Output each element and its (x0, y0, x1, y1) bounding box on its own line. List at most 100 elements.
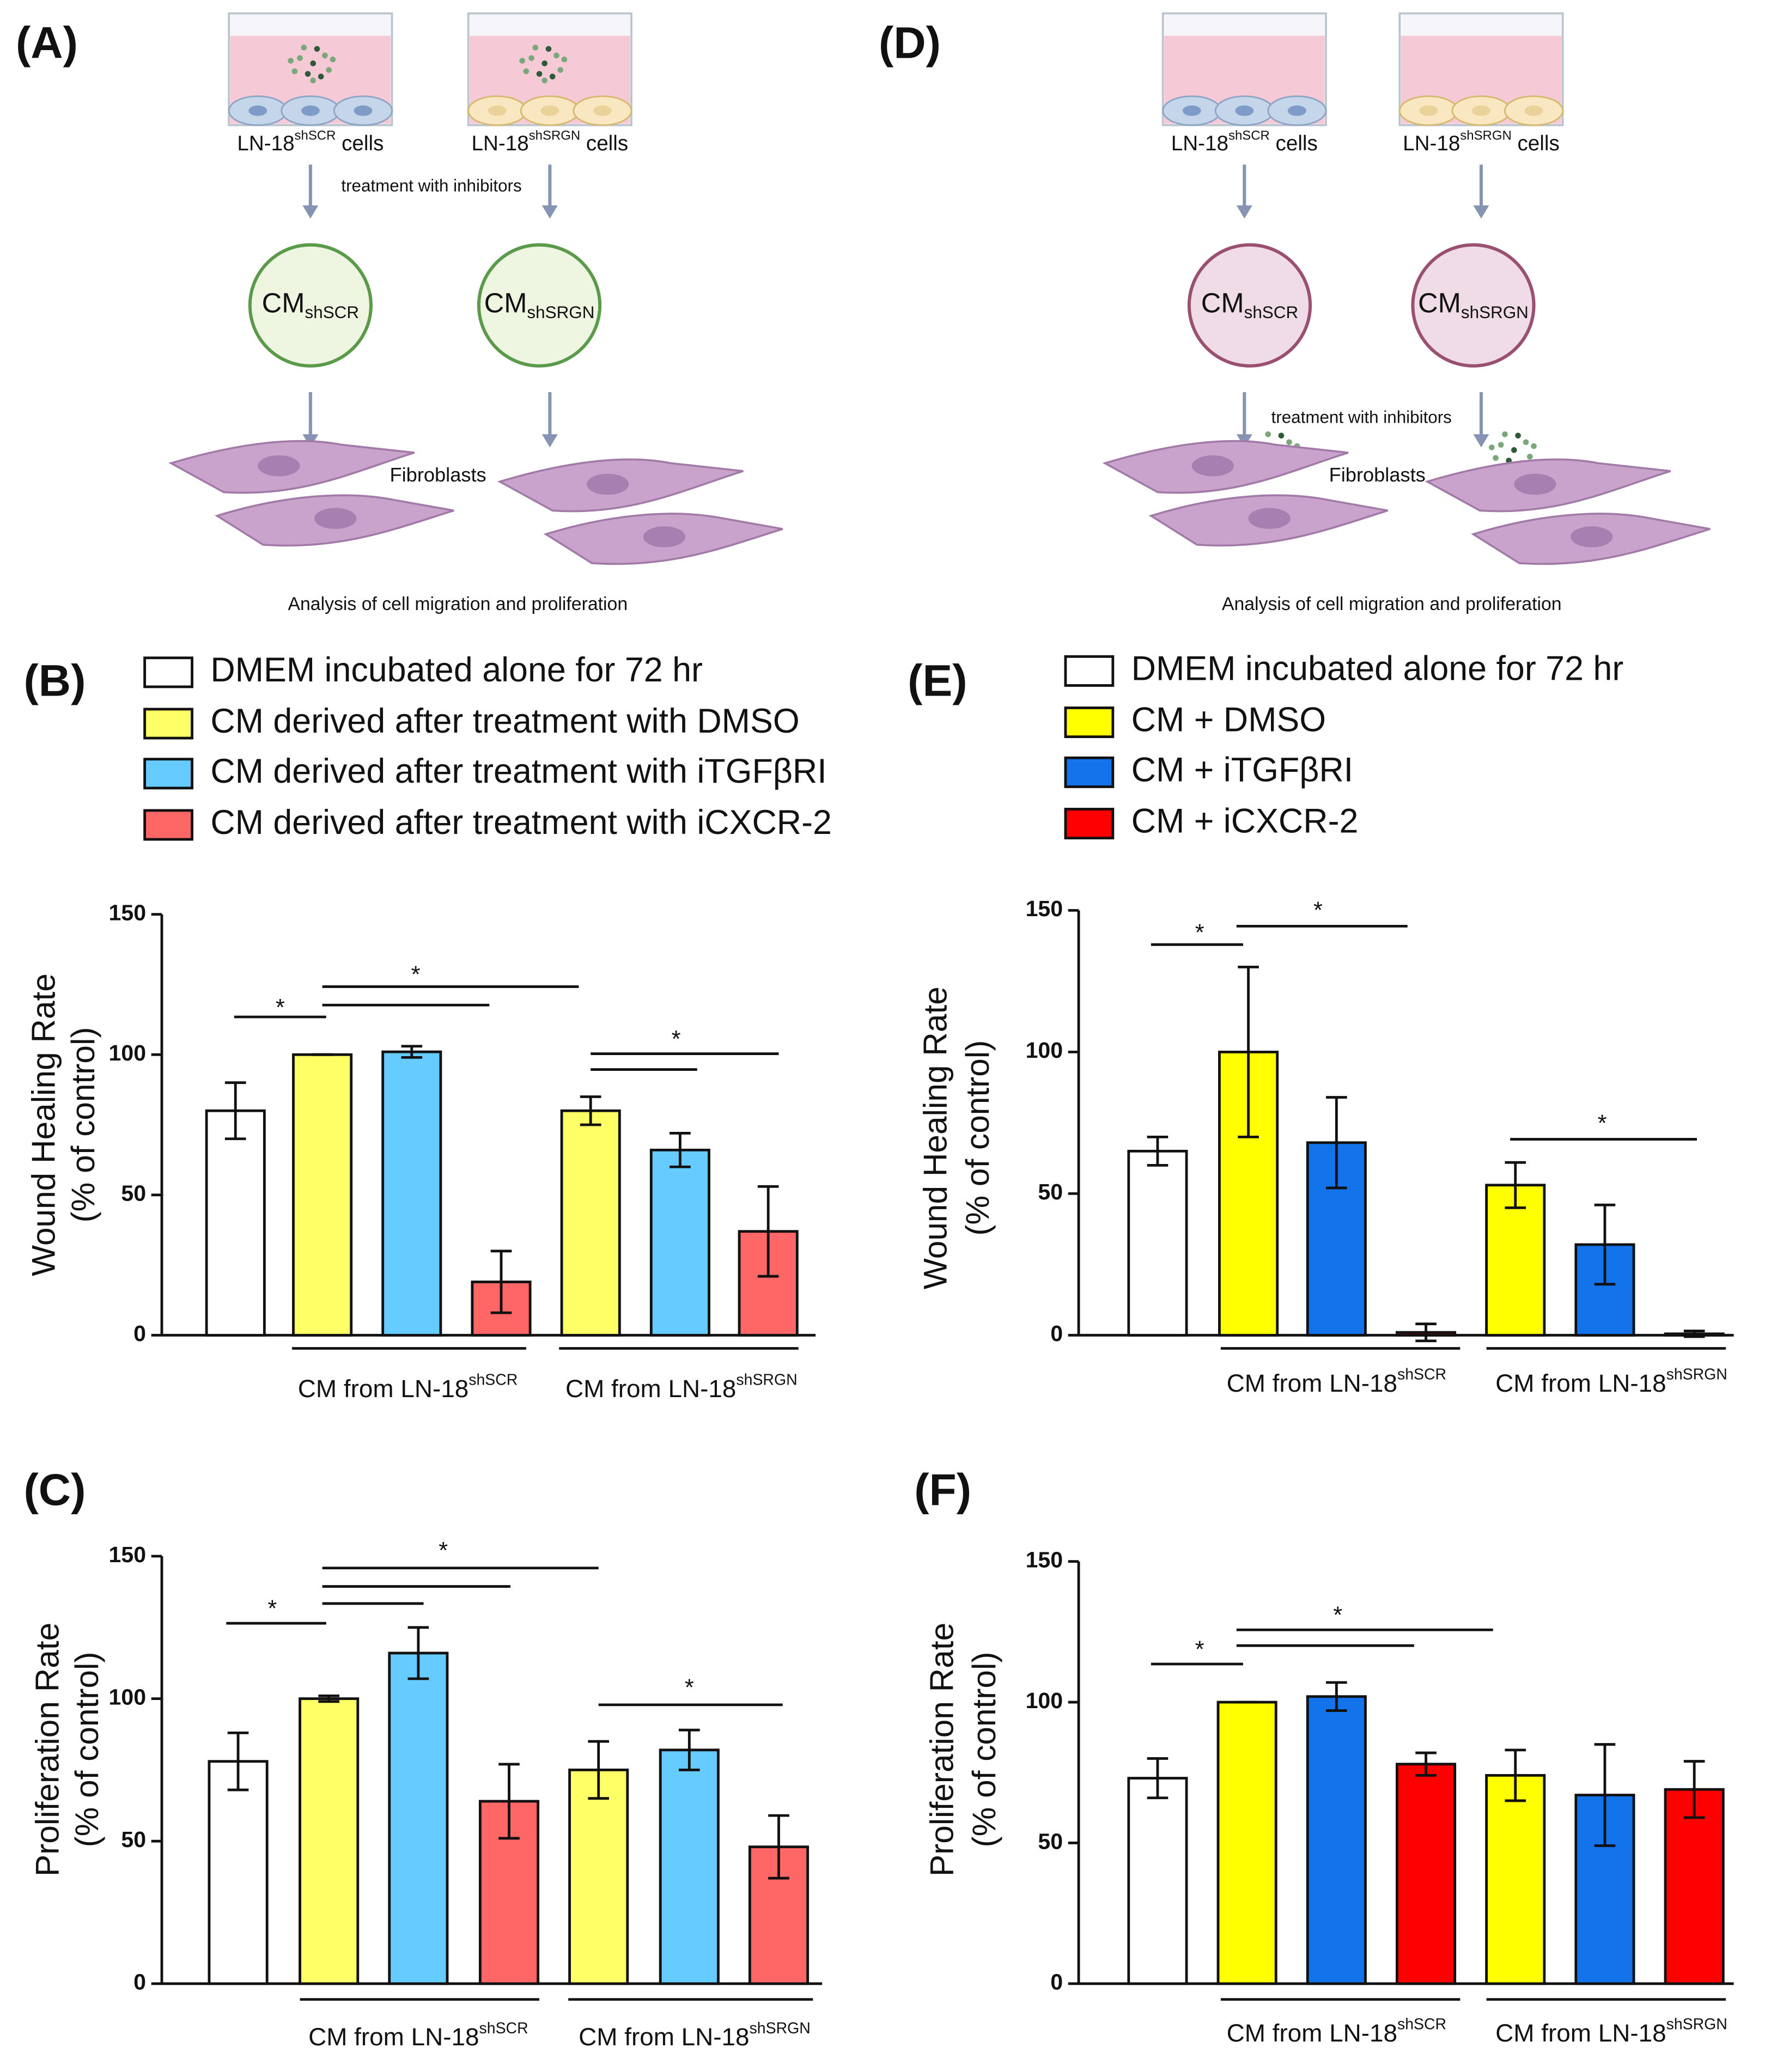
dot (1278, 432, 1285, 438)
group-label: CM from LN-18shSRGN (579, 2019, 811, 2051)
arrow-head (541, 434, 558, 448)
group-label: CM from LN-18shSCR (308, 2019, 528, 2051)
bar (568, 1768, 629, 1985)
nucleus (643, 526, 686, 547)
bar (381, 1050, 442, 1337)
y-axis-label: Proliferation Rate (29, 1623, 66, 1876)
text-part: CM from LN-18 (1495, 1369, 1666, 1397)
text-part: CM from LN-18 (579, 2022, 749, 2051)
bar (388, 1651, 449, 1985)
significance-star: * (1195, 1636, 1204, 1662)
cell-nucleus (354, 105, 373, 116)
dot (1498, 442, 1504, 448)
arrow-head (302, 205, 319, 219)
legend-label: CM derived after treatment with iTGFβRI (210, 752, 826, 790)
dot (1511, 447, 1517, 453)
text-part: shSCR (1397, 2015, 1446, 2033)
bar (205, 1109, 266, 1337)
y-tick-label: 100 (109, 1040, 147, 1065)
nucleus (1571, 526, 1613, 547)
significance-star: * (1313, 897, 1323, 923)
panel-label: (D) (879, 19, 941, 68)
y-tick-label: 0 (133, 1970, 146, 1995)
treatment-label: treatment with inhibitors (341, 176, 521, 196)
dot (553, 52, 559, 59)
panel-label: (E) (908, 656, 967, 706)
dot (310, 77, 317, 84)
dot (288, 58, 294, 64)
text-part: cells (1512, 132, 1560, 155)
bar (1396, 1763, 1457, 1985)
group-label: CM from LN-18shSRGN (565, 1371, 798, 1403)
bar (1216, 1701, 1277, 1985)
bar (1127, 1777, 1188, 1985)
dot (1286, 439, 1292, 446)
nucleus (586, 473, 629, 495)
legend-swatch (143, 656, 193, 688)
y-tick-label: 0 (1050, 1970, 1063, 1995)
text-part: shSRGN (1460, 129, 1511, 143)
text-part: LN-18 (237, 132, 294, 155)
dot (532, 45, 539, 51)
cell-label: LN-18shSRGN cells (472, 129, 629, 155)
arrow-head (1473, 205, 1489, 219)
text-part: CM from LN-18 (565, 1374, 736, 1403)
cm-label: CMshSCR (1201, 288, 1298, 322)
text-part: shSRGN (1461, 303, 1529, 322)
text-part: shSCR (1397, 1366, 1446, 1383)
y-tick-label: 50 (121, 1827, 146, 1852)
text-part: CM (1201, 288, 1244, 319)
text-part: LN-18 (472, 132, 529, 155)
legend-label: CM + DMSO (1131, 701, 1326, 739)
dot (1526, 454, 1533, 460)
cell-nucleus (593, 105, 612, 116)
significance-star: * (685, 1674, 694, 1701)
nucleus (258, 455, 300, 477)
dot (557, 67, 563, 73)
dot (1502, 431, 1508, 437)
dot (1265, 431, 1271, 437)
cell-label: LN-18shSCR cells (1171, 129, 1318, 155)
bar (292, 1053, 353, 1337)
legend-swatch (143, 758, 193, 790)
y-axis-label: Proliferation Rate (923, 1623, 960, 1876)
y-tick-label: 150 (109, 900, 147, 925)
y-tick-label: 100 (1026, 1688, 1063, 1713)
bar (748, 1845, 810, 1985)
text-part: CM from LN-18 (1495, 2019, 1666, 2047)
arrow-head (1473, 434, 1489, 448)
text-part: shSRGN (1666, 2015, 1727, 2033)
legend-swatch (1064, 808, 1115, 840)
dot (314, 46, 320, 52)
nucleus (1248, 508, 1291, 529)
treatment-label: treatment with inhibitors (1271, 408, 1452, 427)
legend-swatch (1064, 655, 1115, 687)
cm-label: CMshSRGN (484, 288, 595, 322)
y-tick-label: 0 (133, 1321, 146, 1346)
dot (297, 55, 303, 61)
cell-label: LN-18shSRGN cells (1403, 129, 1560, 155)
nucleus (1514, 473, 1556, 495)
fibroblast-label: Fibroblasts (390, 464, 486, 486)
bar (659, 1748, 720, 1985)
text-part: shSCR (305, 303, 360, 322)
legend-swatch (1064, 706, 1115, 739)
text-part: shSRGN (527, 303, 594, 322)
panel-label: (B) (23, 656, 86, 706)
dot (1531, 443, 1537, 449)
y-tick-label: 150 (1026, 1547, 1063, 1573)
dot (545, 46, 552, 52)
y-axis-label: (% of control) (68, 1652, 105, 1848)
cm-circle (1411, 243, 1536, 368)
text-part: shSCR (479, 2019, 528, 2037)
cell-nucleus (1419, 105, 1438, 116)
text-part: cells (580, 132, 628, 155)
text-part: CM from LN-18 (1227, 1369, 1397, 1397)
y-tick-label: 150 (1026, 896, 1063, 921)
significance-star: * (267, 1596, 277, 1622)
group-label: CM from LN-18shSCR (1227, 1366, 1447, 1397)
cm-label: CMshSRGN (1418, 288, 1529, 322)
significance-star: * (1333, 1602, 1342, 1629)
